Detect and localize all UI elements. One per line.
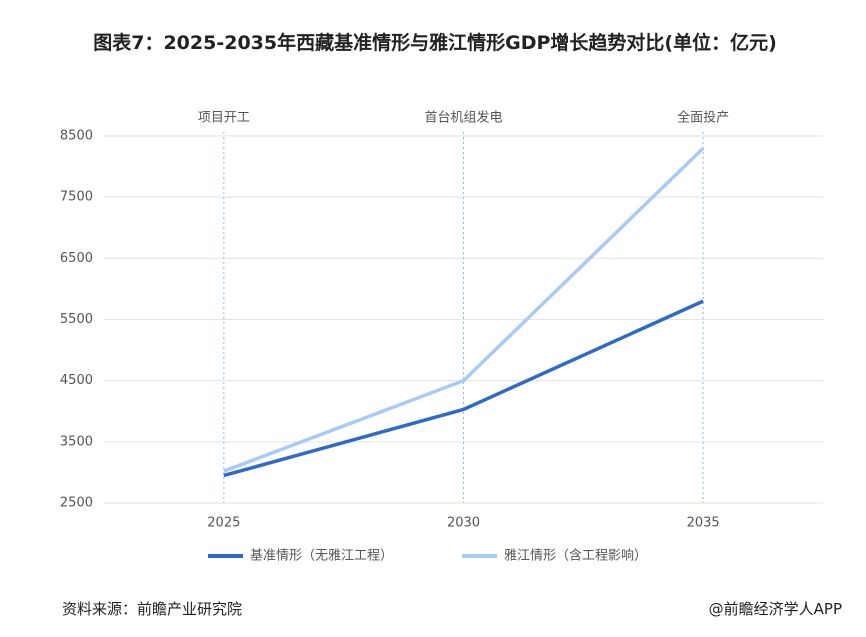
- x-tick-label: 2030: [447, 516, 480, 531]
- y-tick-label: 3500: [60, 434, 93, 449]
- source: 资料来源：前瞻产业研究院: [62, 600, 243, 618]
- y-tick-label: 8500: [60, 129, 93, 144]
- x-tick-label: 2035: [687, 516, 720, 531]
- annotation: 首台机组发电: [424, 110, 502, 126]
- x-tick-label: 2025: [207, 516, 240, 531]
- annotation: 项目开工: [198, 111, 250, 126]
- y-tick-label: 4500: [60, 373, 93, 388]
- credit: @前瞻经济学人APP: [708, 600, 842, 618]
- y-tick-label: 7500: [60, 190, 93, 205]
- legend-label: 雅江情形（含工程影响）: [504, 548, 647, 564]
- series-line: [223, 299, 704, 478]
- chart-title: 图表7：2025-2035年西藏基准情形与雅江情形GDP增长趋势对比(单位：亿元…: [93, 32, 777, 54]
- annotation: 全面投产: [677, 110, 729, 126]
- y-tick-label: 5500: [60, 312, 93, 327]
- y-tick-label: 6500: [60, 251, 93, 266]
- legend-label: 基准情形（无雅江工程）: [250, 549, 393, 564]
- series-line: [223, 146, 705, 473]
- y-tick-label: 2500: [60, 496, 93, 511]
